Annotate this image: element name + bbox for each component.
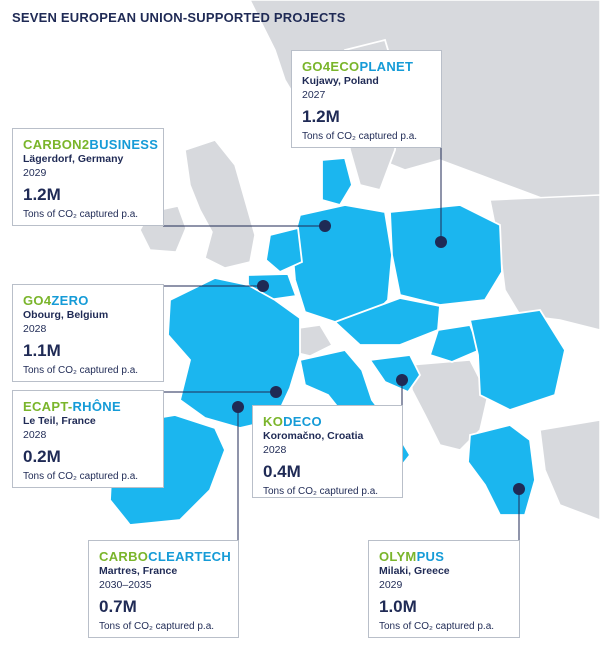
project-year: 2028 [23, 429, 47, 441]
project-location: Kujawy, Poland [302, 75, 379, 87]
capacity-unit: Tons of CO₂ captured p.a. [23, 365, 139, 376]
leader-lines [163, 148, 520, 540]
project-name: ECAPT-RHÔNE [23, 399, 121, 414]
project-capacity: 1.1M [23, 341, 61, 360]
project-location: Martres, France [99, 565, 178, 577]
project-capacity: 1.2M [23, 185, 61, 204]
project-card-carbocleartech: CARBOCLEARTECH Martres, France 2030–2035… [88, 540, 239, 638]
denmark [321, 157, 353, 207]
project-capacity: 0.4M [263, 462, 301, 481]
hungary [428, 324, 482, 363]
project-card-kodeco: KODECO Koromačno, Croatia 2028 0.4M Tons… [252, 405, 403, 498]
france [167, 277, 301, 429]
netherlands [265, 226, 303, 274]
turkey-landmass [539, 419, 600, 521]
project-name: OLYMPUS [379, 549, 445, 564]
project-card-go4ecoplanet: GO4ECOPLANET Kujawy, Poland 2027 1.2M To… [291, 50, 442, 148]
project-location: Obourg, Belgium [23, 309, 109, 321]
project-year: 2029 [23, 167, 47, 179]
germany [291, 204, 393, 323]
project-name: GO4ZERO [23, 293, 89, 308]
project-name: KODECO [263, 414, 322, 429]
capacity-unit: Tons of CO₂ captured p.a. [23, 209, 139, 220]
project-year: 2028 [263, 444, 287, 456]
project-location: Koromačno, Croatia [263, 430, 364, 442]
project-year: 2030–2035 [99, 579, 152, 591]
project-location: Lägerdorf, Germany [23, 153, 124, 165]
croatia-slovenia [368, 354, 422, 394]
poland [389, 204, 503, 306]
project-card-go4zero: GO4ZERO Obourg, Belgium 2028 1.1M Tons o… [12, 284, 164, 382]
project-capacity: 0.7M [99, 597, 137, 616]
capacity-unit: Tons of CO₂ captured p.a. [379, 621, 495, 632]
project-capacity: 1.0M [379, 597, 417, 616]
project-name: GO4ECOPLANET [302, 59, 414, 74]
romania-bulgaria [468, 309, 566, 411]
project-capacity: 0.2M [23, 447, 61, 466]
project-location: Milaki, Greece [379, 565, 450, 577]
project-name: CARBOCLEARTECH [99, 549, 232, 564]
project-card-olympus: OLYMPUS Milaki, Greece 2029 1.0M Tons of… [368, 540, 520, 638]
uk-landmass [184, 139, 256, 269]
project-card-carbon2business: CARBON2BUSINESS Lägerdorf, Germany 2029 … [12, 128, 164, 226]
project-name: CARBON2BUSINESS [23, 137, 159, 152]
capacity-unit: Tons of CO₂ captured p.a. [263, 486, 379, 497]
greece [467, 424, 536, 516]
project-year: 2029 [379, 579, 403, 591]
east-landmass [489, 194, 600, 331]
project-year: 2027 [302, 89, 326, 101]
capacity-unit: Tons of CO₂ captured p.a. [99, 621, 215, 632]
balkans-landmass [409, 359, 489, 451]
page-title: SEVEN EUROPEAN UNION-SUPPORTED PROJECTS [12, 10, 346, 25]
capacity-unit: Tons of CO₂ captured p.a. [302, 131, 418, 142]
project-year: 2028 [23, 323, 47, 335]
capacity-unit: Tons of CO₂ captured p.a. [23, 471, 139, 482]
project-location: Le Teil, France [23, 415, 96, 427]
project-capacity: 1.2M [302, 107, 340, 126]
project-card-ecapt-rhone: ECAPT-RHÔNE Le Teil, France 2028 0.2M To… [12, 390, 164, 488]
